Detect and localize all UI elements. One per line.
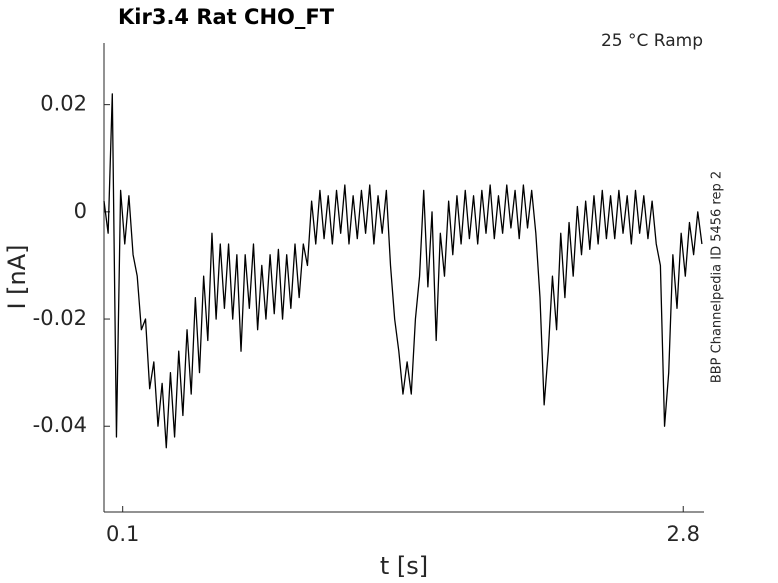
- y-tick-label: -0.02: [33, 306, 87, 330]
- y-tick-label: 0.02: [40, 92, 87, 116]
- x-tick-label: 0.1: [106, 522, 139, 546]
- side-note: BBP Channelpedia ID 5456 rep 2: [710, 171, 725, 383]
- chart-title: Kir3.4 Rat CHO_FT: [118, 5, 335, 29]
- y-tick-label: -0.04: [33, 413, 87, 437]
- y-tick-label: 0: [74, 199, 87, 223]
- annotation: 25 °C Ramp: [601, 31, 703, 51]
- x-tick-label: 2.8: [667, 522, 700, 546]
- y-axis-label: I [nA]: [3, 244, 31, 309]
- trace: [103, 93, 703, 449]
- x-axis-label: t [s]: [380, 552, 428, 580]
